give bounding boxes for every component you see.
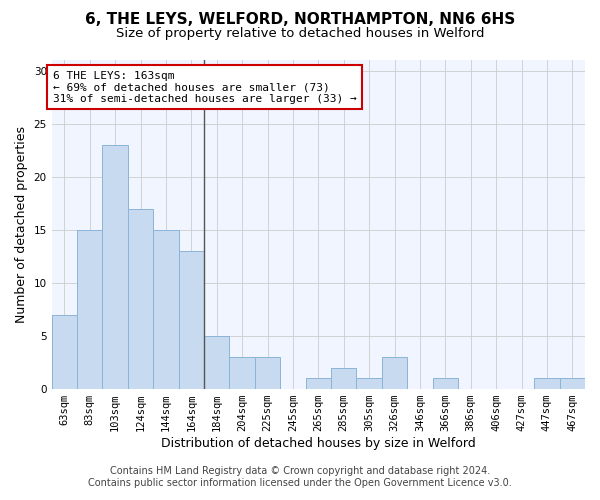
Bar	[356, 378, 382, 389]
Bar	[433, 378, 458, 389]
Bar	[204, 336, 229, 389]
Bar	[331, 368, 356, 389]
Bar	[103, 145, 128, 389]
Bar	[560, 378, 585, 389]
Bar	[153, 230, 179, 389]
Bar	[305, 378, 331, 389]
Text: 6 THE LEYS: 163sqm
← 69% of detached houses are smaller (73)
31% of semi-detache: 6 THE LEYS: 163sqm ← 69% of detached hou…	[53, 70, 356, 104]
Bar	[229, 357, 255, 389]
Bar	[255, 357, 280, 389]
Y-axis label: Number of detached properties: Number of detached properties	[15, 126, 28, 323]
Bar	[52, 315, 77, 389]
Text: Contains HM Land Registry data © Crown copyright and database right 2024.
Contai: Contains HM Land Registry data © Crown c…	[88, 466, 512, 487]
Bar	[128, 208, 153, 389]
Bar	[77, 230, 103, 389]
Bar	[179, 251, 204, 389]
Bar	[534, 378, 560, 389]
Text: 6, THE LEYS, WELFORD, NORTHAMPTON, NN6 6HS: 6, THE LEYS, WELFORD, NORTHAMPTON, NN6 6…	[85, 12, 515, 28]
Text: Size of property relative to detached houses in Welford: Size of property relative to detached ho…	[116, 28, 484, 40]
X-axis label: Distribution of detached houses by size in Welford: Distribution of detached houses by size …	[161, 437, 476, 450]
Bar	[382, 357, 407, 389]
